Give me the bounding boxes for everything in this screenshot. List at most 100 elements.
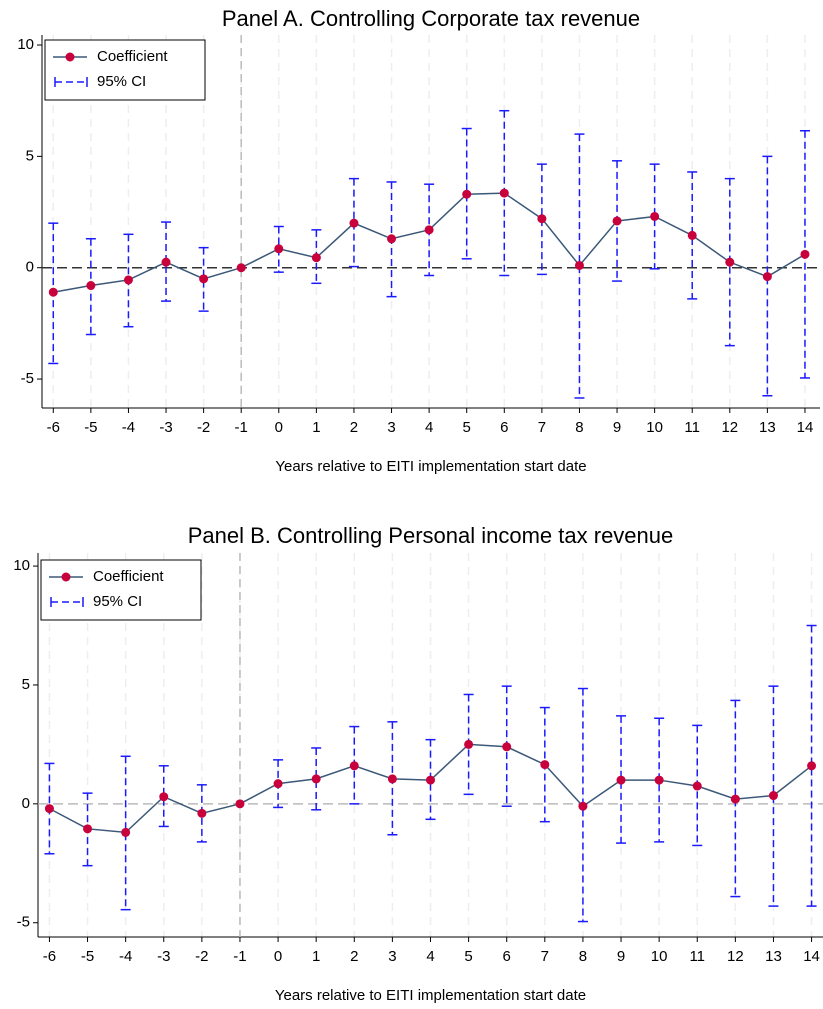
coefficient-point [349,761,359,771]
x-tick-label: 5 [464,948,472,965]
coefficient-point [161,257,171,267]
coefficient-point [197,808,207,818]
y-tick-label: -5 [17,914,30,931]
coefficient-point [574,260,584,270]
x-tick-label: 8 [579,948,587,965]
coefficient-point [807,761,817,771]
y-tick-label: 0 [26,259,34,276]
coefficient-point [654,775,664,785]
x-tick-label: 7 [538,419,546,436]
x-tick-label: 4 [425,419,433,436]
x-axis-label: Years relative to EITI implementation st… [275,458,586,475]
x-tick-label: -3 [157,948,170,965]
coefficient-point [464,739,474,749]
coefficient-point [387,234,397,244]
x-tick-label: -1 [233,948,246,965]
x-tick-label: 9 [617,948,625,965]
coefficient-point [502,742,512,752]
x-tick-label: -2 [195,948,208,965]
x-tick-label: 1 [312,948,320,965]
legend-marker [61,572,71,582]
legend-box [40,559,202,621]
y-tick-label: 5 [26,147,34,164]
x-tick-label: 3 [388,948,396,965]
x-tick-label: 14 [797,419,814,436]
x-tick-label: 6 [500,419,508,436]
coefficient-point [687,230,697,240]
coefficient-point [159,792,169,802]
y-tick-label: 10 [13,557,30,574]
coefficient-point [725,257,735,267]
x-tick-label: 6 [503,948,511,965]
x-tick-label: 1 [312,419,320,436]
coefficient-point [349,218,359,228]
coefficient-point [730,794,740,804]
coefficient-point [499,188,509,198]
coefficient-point [540,760,550,770]
coefficient-point [612,216,622,226]
x-tick-label: 5 [463,419,471,436]
coefficient-point [462,189,472,199]
coefficient-point [537,214,547,224]
coefficient-point [800,249,810,259]
coefficient-point [692,781,702,791]
x-tick-label: 8 [575,419,583,436]
x-axis-label: Years relative to EITI implementation st… [275,987,586,1004]
coefficient-point [199,274,209,284]
x-tick-label: -1 [235,419,248,436]
x-tick-label: 10 [651,948,668,965]
x-tick-label: 0 [275,419,283,436]
x-tick-label: 2 [350,419,358,436]
x-tick-label: 14 [803,948,820,965]
coefficient-point [387,774,397,784]
coefficient-point [311,774,321,784]
chart-title: Panel B. Controlling Personal income tax… [188,523,674,548]
x-tick-label: 3 [387,419,395,436]
coefficient-point [273,779,283,789]
x-tick-label: 7 [541,948,549,965]
legend-label: 95% CI [93,593,142,610]
legend-label: Coefficient [97,48,168,65]
x-tick-label: 13 [759,419,776,436]
x-tick-label: 4 [426,948,434,965]
coefficient-point [578,801,588,811]
chart-title: Panel A. Controlling Corporate tax reven… [222,6,640,31]
legend-marker [65,52,75,62]
x-tick-label: 2 [350,948,358,965]
coefficient-point [235,799,245,809]
coefficient-point [44,804,54,814]
x-tick-label: 13 [765,948,782,965]
coefficient-point [123,275,133,285]
coefficient-point [236,263,246,273]
x-tick-label: 0 [274,948,282,965]
coefficient-point [48,287,58,297]
x-tick-label: -5 [84,419,97,436]
x-tick-label: 11 [684,419,700,436]
coefficient-point [768,791,778,801]
legend-label: 95% CI [97,73,146,90]
coefficient-point [86,281,96,291]
x-tick-label: -5 [81,948,94,965]
x-tick-label: 11 [689,948,705,965]
y-tick-label: 0 [22,795,30,812]
x-tick-label: -2 [197,419,210,436]
x-tick-label: -6 [47,419,60,436]
coefficient-point [616,775,626,785]
x-tick-label: -4 [119,948,132,965]
x-tick-label: 12 [721,419,738,436]
coefficient-point [762,272,772,282]
coefficient-point [650,211,660,221]
x-tick-label: 10 [646,419,663,436]
x-tick-label: -4 [122,419,135,436]
y-tick-label: 5 [22,676,30,693]
coefficient-point [426,775,435,785]
legend-box [44,39,206,101]
y-tick-label: -5 [21,370,34,387]
x-tick-label: -3 [159,419,172,436]
coefficient-point [424,225,434,235]
x-tick-label: -6 [43,948,56,965]
y-tick-label: 10 [17,36,34,53]
coefficient-point [83,824,93,834]
x-tick-label: 9 [613,419,621,436]
